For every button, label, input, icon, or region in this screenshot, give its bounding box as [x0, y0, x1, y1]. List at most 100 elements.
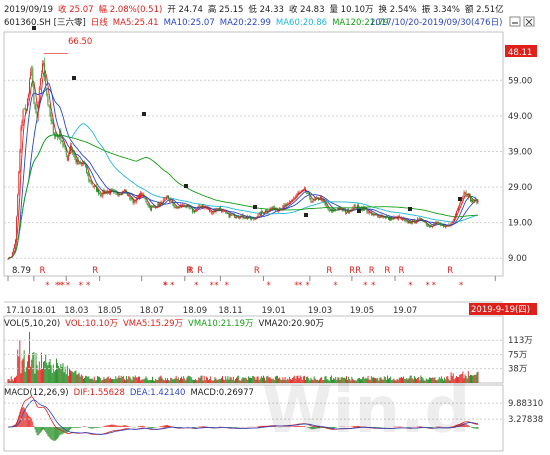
volume-bar	[7, 379, 9, 383]
volume-bar	[397, 379, 399, 383]
candle-body	[296, 193, 298, 197]
event-flag: *	[86, 281, 90, 291]
legend-item: 收 25.07	[58, 4, 94, 15]
candle-body	[402, 218, 403, 221]
last-price-tag-bg	[505, 45, 537, 57]
candle-body	[191, 208, 193, 213]
volume-bar	[78, 372, 80, 383]
candle-body	[421, 219, 423, 221]
volume-bar	[136, 377, 138, 383]
event-flag: *	[432, 281, 436, 291]
legend-item: 量 10.10万	[330, 5, 374, 15]
volume-bar	[266, 376, 268, 383]
macd-axis: 9.88310 3.27838	[4, 399, 543, 425]
candle-body	[288, 202, 290, 203]
volume-bar	[396, 378, 398, 383]
candle-body	[135, 196, 137, 202]
volume-bar	[253, 375, 255, 383]
date-tick-label: 18.05	[98, 306, 122, 316]
event-flag: *	[66, 281, 70, 291]
volume-bar	[223, 379, 225, 383]
volume-bar	[232, 376, 234, 383]
candle-body	[439, 223, 441, 226]
close-icon[interactable]	[523, 16, 535, 27]
candle-body	[383, 217, 385, 218]
macd-tick-label: 3.27838	[508, 415, 543, 425]
candle-body	[185, 206, 187, 208]
candle-body	[384, 216, 386, 219]
candle-body	[189, 207, 191, 209]
event-flag: *	[55, 281, 59, 291]
volume-legend: VOL(5,10,20) VOL:10.10万 VMA5:15.29万 VMA10:2…	[4, 319, 324, 329]
candle-body	[19, 150, 21, 173]
event-flag: R	[349, 266, 355, 276]
candle-body	[33, 84, 35, 102]
candle-body	[31, 70, 33, 72]
candle-body	[462, 196, 464, 200]
candle-body	[273, 207, 275, 211]
volume-bar	[267, 375, 269, 383]
candle-body	[223, 209, 225, 211]
volume-bar	[93, 376, 95, 383]
volume-bar	[242, 377, 244, 383]
volume-bar	[315, 379, 317, 383]
event-flag: *	[210, 281, 214, 291]
candle-body	[377, 214, 379, 217]
volume-bar	[376, 378, 378, 383]
volume-bar	[377, 378, 379, 383]
volume-bar	[30, 366, 32, 383]
candle-body	[322, 199, 324, 202]
candle-body	[230, 214, 232, 216]
candle-body	[85, 164, 87, 167]
candle-body	[422, 220, 424, 222]
volume-bar	[420, 375, 422, 383]
candle-body	[367, 212, 369, 214]
candle-body	[25, 109, 27, 111]
candle-body	[118, 194, 120, 197]
volume-bar	[88, 376, 90, 383]
ma5-line	[7, 70, 479, 260]
candle-body	[64, 147, 66, 149]
event-marker	[32, 26, 36, 30]
candle-body	[75, 157, 77, 163]
candle-body	[73, 152, 75, 155]
volume-bar	[328, 380, 330, 383]
candle-body	[249, 216, 250, 218]
volume-bar	[367, 375, 369, 383]
minimize-icon[interactable]	[509, 16, 521, 27]
candle-body	[48, 104, 50, 106]
candle-body	[426, 224, 428, 226]
candle-body	[150, 206, 152, 211]
candle-body	[260, 211, 262, 215]
candle-body	[45, 75, 47, 86]
volume-bar	[289, 379, 291, 383]
volume-bar	[283, 379, 285, 383]
event-flag: R	[326, 266, 332, 276]
candle-body	[381, 215, 383, 218]
candle-body	[448, 224, 450, 226]
candle-body	[169, 199, 171, 202]
volume-bar	[458, 377, 460, 383]
candle-body	[313, 199, 315, 200]
volume-bar	[437, 379, 439, 383]
volume-bar	[192, 379, 194, 383]
candle-body	[188, 205, 190, 208]
volume-bar	[211, 380, 213, 383]
volume-bar	[299, 375, 301, 383]
volume-bar	[314, 378, 316, 383]
candle-body	[301, 189, 303, 192]
event-flag: *	[194, 281, 198, 291]
candle-body	[327, 207, 329, 211]
date-tick-label: 17.10	[6, 306, 30, 316]
candle-body	[125, 189, 126, 192]
candle-body	[212, 211, 214, 214]
volume-bar	[409, 375, 411, 383]
candle-body	[444, 226, 446, 228]
candle-body	[57, 136, 59, 138]
event-flag: *	[58, 281, 62, 291]
candle-body	[411, 219, 413, 224]
volume-bar	[313, 376, 315, 383]
volume-bar	[426, 379, 428, 383]
volume-bar	[275, 375, 277, 383]
volume-bar	[146, 378, 148, 383]
